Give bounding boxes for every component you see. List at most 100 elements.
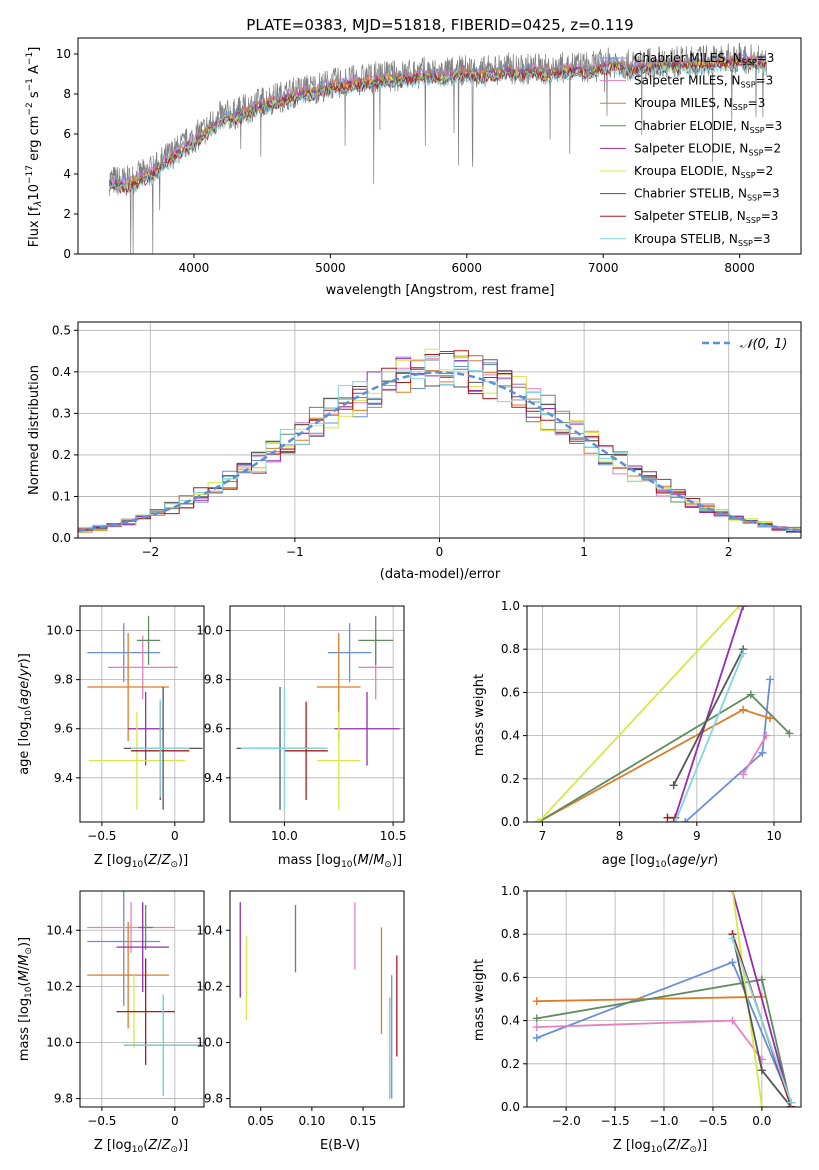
y-tick-label: 0.6 xyxy=(501,685,520,699)
weight-marker xyxy=(787,1098,796,1107)
y-tick-label: 10.2 xyxy=(46,979,73,993)
x-tick-label: 0 xyxy=(171,829,179,843)
y-tick-label: 6 xyxy=(63,127,71,141)
weight-marker xyxy=(728,1016,737,1025)
weight-marker xyxy=(671,818,680,822)
legend-label: Kroupa MILES, NSSP=3 xyxy=(634,96,765,112)
spectrum-xlabel: wavelength [Angstrom, rest frame] xyxy=(326,283,555,298)
weight-marker xyxy=(532,997,541,1006)
y-tick-label: 10.4 xyxy=(196,923,223,937)
weight-marker xyxy=(728,891,737,895)
plot-area xyxy=(236,615,400,810)
legend-label: Kroupa ELODIE, NSSP=2 xyxy=(634,164,773,180)
panel-age-vs-mass: 10.0 10.5 9.4 9.6 9.8 10.0 mass [log10(M/M⊙)] xyxy=(196,605,407,870)
panel-weight-vs-z: −2.0 −1.5 −1.0 −0.5 0.0 0.0 0.2 0.4 0.6 0.8 1.0 Z … xyxy=(472,884,802,1155)
weight-marker xyxy=(758,748,767,757)
weight-line xyxy=(674,653,744,822)
y-tick-label: 0.4 xyxy=(52,365,71,379)
x-tick-label: 10.5 xyxy=(380,829,407,843)
weight-marker xyxy=(766,714,775,723)
weight-vs-z-xlabel: Z [log10(Z/Z⊙)] xyxy=(613,1138,707,1155)
axes: 10.0 10.5 9.4 9.6 9.8 10.0 xyxy=(196,605,407,843)
axes: −0.5 0 9.8 10.0 10.2 10.4 xyxy=(46,890,205,1128)
y-tick-label: 4 xyxy=(63,167,71,181)
age-vs-z-xlabel: Z [log10(Z/Z⊙)] xyxy=(94,853,188,870)
plot-area xyxy=(108,42,767,254)
age-vs-z-ylabel: age [log10(age/yr)] xyxy=(17,653,34,775)
weight-marker xyxy=(669,818,678,822)
weight-marker xyxy=(766,675,775,684)
y-tick-label: 0.1 xyxy=(52,489,71,503)
weight-line xyxy=(537,606,740,822)
y-tick-label: 10.4 xyxy=(46,923,73,937)
plot-area xyxy=(532,891,796,1107)
x-tick-label: 6000 xyxy=(452,261,483,275)
residuals-ylabel: Normed distribution xyxy=(27,365,42,495)
age-vs-mass-xlabel: mass [log10(M/M⊙)] xyxy=(278,853,402,870)
axes-frame xyxy=(229,890,405,1108)
axes: 7 8 9 10 0.0 0.2 0.4 0.6 0.8 1.0 xyxy=(501,599,802,843)
axes-frame xyxy=(526,605,802,823)
x-tick-label: 10 xyxy=(766,829,781,843)
weight-marker xyxy=(532,1033,541,1042)
y-tick-label: 0.0 xyxy=(501,815,520,829)
weight-line xyxy=(742,735,768,775)
y-tick-label: 10.0 xyxy=(196,624,223,638)
panel-mass-vs-ebv: 0.05 0.10 0.15 9.8 10.0 10.2 10.4 E(B-V) xyxy=(196,890,405,1153)
weight-marker xyxy=(739,770,748,779)
x-tick-label: −0.5 xyxy=(87,1114,116,1128)
residuals-legend-label: 𝒩(0, 1) xyxy=(740,337,787,352)
axes-frame xyxy=(79,605,205,823)
mass-vs-z-ylabel: mass [log10(M/M⊙)] xyxy=(17,937,34,1061)
x-tick-label: 9 xyxy=(693,829,701,843)
y-tick-label: 8 xyxy=(63,87,71,101)
axes-frame xyxy=(229,605,405,823)
plot-area xyxy=(87,891,203,1096)
weight-vs-age-ylabel: mass weight xyxy=(472,674,487,756)
plot-area xyxy=(87,615,203,810)
y-tick-label: 10 xyxy=(56,47,71,61)
residuals-xlabel: (data-model)/error xyxy=(380,567,501,582)
plot-area xyxy=(534,606,794,822)
y-tick-label: 1.0 xyxy=(501,599,520,613)
axes: −2.0 −1.5 −1.0 −0.5 0.0 0.0 0.2 0.4 0.6 0.8 1.0 xyxy=(501,884,802,1128)
weight-marker xyxy=(762,731,771,740)
x-tick-label: 10.0 xyxy=(271,829,298,843)
weight-line xyxy=(536,1019,763,1061)
y-tick-label: 1.0 xyxy=(501,884,520,898)
weight-marker xyxy=(532,1023,541,1032)
weight-line xyxy=(731,938,793,1104)
y-tick-label: 9.6 xyxy=(204,722,223,736)
weight-marker xyxy=(739,705,748,714)
y-tick-label: 10.0 xyxy=(46,624,73,638)
y-tick-label: 10.2 xyxy=(196,979,223,993)
y-tick-label: 0.2 xyxy=(501,1057,520,1071)
model-spectrum-line xyxy=(108,60,767,194)
y-tick-label: 0.8 xyxy=(501,927,520,941)
panel-spectrum: 4000 5000 6000 7000 8000 0 2 4 6 8 10 wavelength [… xyxy=(25,37,802,298)
x-tick-label: −1 xyxy=(286,545,304,559)
axes-frame xyxy=(77,37,802,255)
y-tick-label: 0.2 xyxy=(52,448,71,462)
panel-weight-vs-age: 7 8 9 10 0.0 0.2 0.4 0.6 0.8 1.0 age [log10(age/y… xyxy=(472,599,802,870)
y-tick-label: 0.6 xyxy=(501,970,520,984)
weight-line xyxy=(538,708,771,822)
y-tick-label: 0.8 xyxy=(501,642,520,656)
mass-vs-z-xlabel: Z [log10(Z/Z⊙)] xyxy=(94,1138,188,1155)
panel-mass-vs-z: −0.5 0 9.8 10.0 10.2 10.4 Z [log10(Z/Z⊙)] mas… xyxy=(17,890,205,1155)
y-tick-label: 10.0 xyxy=(196,1035,223,1049)
plot-area xyxy=(239,902,398,1099)
weight-line xyxy=(672,606,744,822)
y-tick-label: 0.0 xyxy=(52,531,71,545)
x-tick-label: 1 xyxy=(580,545,588,559)
x-tick-label: −1.5 xyxy=(601,1114,630,1128)
residuals-legend: 𝒩(0, 1) xyxy=(702,337,787,352)
model-spectrum-line xyxy=(108,62,767,193)
y-tick-label: 10.0 xyxy=(46,1035,73,1049)
y-tick-label: 0.3 xyxy=(52,406,71,420)
y-tick-label: 9.6 xyxy=(54,722,73,736)
x-tick-label: 0.05 xyxy=(247,1114,274,1128)
axes-frame xyxy=(79,890,205,1108)
weight-vs-z-ylabel: mass weight xyxy=(472,959,487,1041)
